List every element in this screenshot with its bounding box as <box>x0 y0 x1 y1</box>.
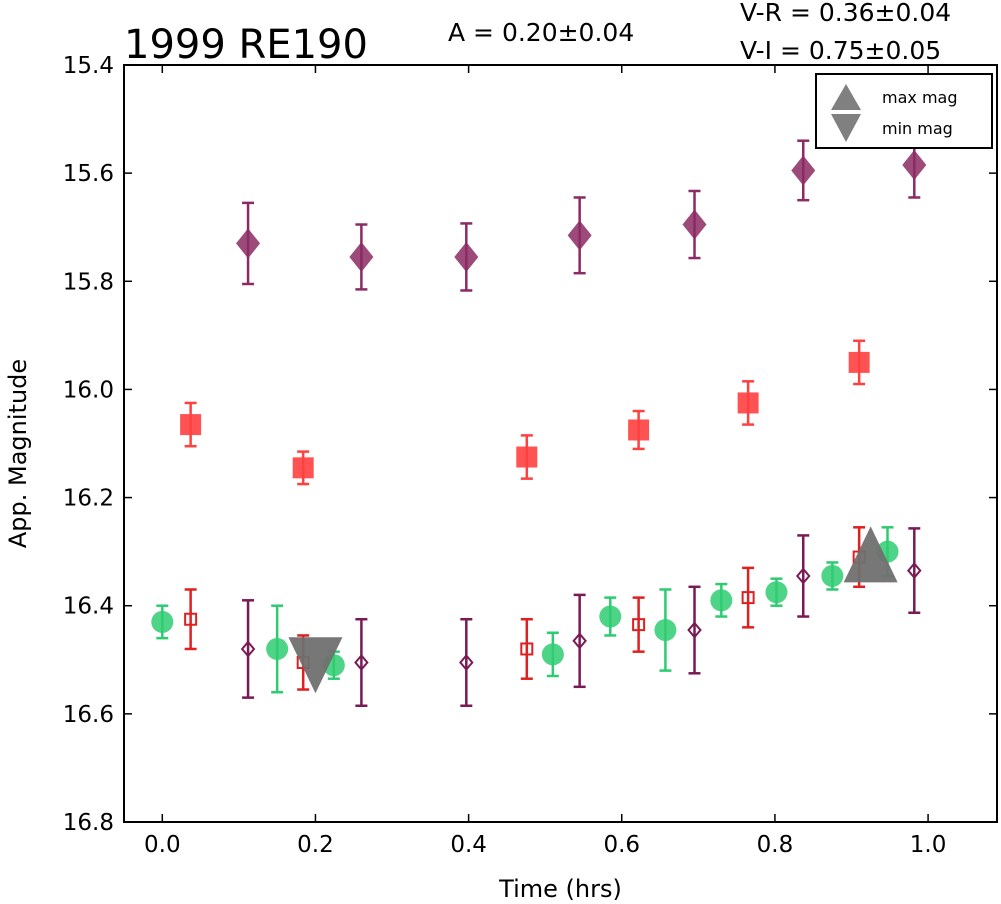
data-point <box>599 605 622 628</box>
data-point <box>354 653 369 672</box>
legend-marker-min <box>831 114 861 142</box>
x-tick-label: 0.0 <box>144 832 181 858</box>
series-4 <box>240 527 922 707</box>
series-3 <box>236 131 927 292</box>
axis-ticks: 0.0 0.2 0.4 0.6 0.8 1.0 15.4 15.6 15.8 16.0 16.2 16… <box>63 53 997 858</box>
x-axis-label: Time (hrs) <box>498 875 622 903</box>
extrema-markers <box>288 526 898 694</box>
v-r-color-stat: V-R = 0.36±0.04 <box>740 0 951 27</box>
y-tick-label: 15.6 <box>63 161 114 187</box>
series-1 <box>180 339 870 486</box>
y-tick-label: 16.2 <box>63 486 114 512</box>
data-point <box>765 581 788 604</box>
y-tick-label: 16.4 <box>63 594 114 620</box>
data-point <box>710 589 733 612</box>
data-point <box>292 457 314 479</box>
data-point <box>821 564 844 587</box>
x-tick-label: 0.2 <box>297 832 334 858</box>
data-point <box>907 562 922 580</box>
max-mag-marker <box>843 526 898 583</box>
x-tick-label: 0.4 <box>450 832 487 858</box>
data-point <box>184 612 198 626</box>
data-point <box>180 414 202 436</box>
data-point <box>236 228 261 259</box>
data-point <box>632 618 646 632</box>
data-point <box>516 446 538 468</box>
data-point <box>349 241 374 272</box>
data-point <box>737 392 759 414</box>
legend-label-min: min mag <box>882 119 953 138</box>
plot-frame <box>123 64 998 823</box>
data-point <box>567 220 592 251</box>
data-point <box>454 241 479 272</box>
data-point <box>902 150 927 181</box>
y-tick-label: 16.8 <box>63 810 114 836</box>
data-points <box>151 131 927 707</box>
data-point <box>687 621 702 639</box>
data-point <box>572 632 587 650</box>
data-point <box>741 591 755 605</box>
data-point <box>240 640 256 658</box>
data-point <box>628 419 650 441</box>
min-mag-marker <box>288 637 343 694</box>
legend-marker-max <box>831 84 861 110</box>
x-tick-label: 0.6 <box>603 832 640 858</box>
x-tick-label: 1.0 <box>910 832 947 858</box>
y-tick-label: 16.0 <box>63 377 114 403</box>
series-2 <box>184 526 866 691</box>
x-tick-label: 0.8 <box>757 832 794 858</box>
data-point <box>266 637 289 660</box>
y-tick-label: 15.8 <box>63 269 114 295</box>
amplitude-stat: A = 0.20±0.04 <box>448 18 634 47</box>
v-i-color-stat: V-I = 0.75±0.05 <box>740 36 941 65</box>
chart-title: 1999 RE190 <box>124 22 368 68</box>
y-tick-label: 16.6 <box>63 702 114 728</box>
data-point <box>791 155 816 186</box>
y-tick-label: 15.4 <box>63 53 114 79</box>
data-point <box>541 643 564 666</box>
y-axis-label: App. Magnitude <box>4 359 32 548</box>
data-point <box>848 351 870 373</box>
legend: max mag min mag <box>815 73 993 149</box>
data-point <box>459 653 474 672</box>
data-point <box>682 209 707 240</box>
legend-label-max: max mag <box>882 88 958 107</box>
series-0 <box>151 526 899 694</box>
data-point <box>520 642 534 656</box>
data-point <box>795 567 811 585</box>
data-point <box>654 619 677 642</box>
data-point <box>151 610 174 633</box>
